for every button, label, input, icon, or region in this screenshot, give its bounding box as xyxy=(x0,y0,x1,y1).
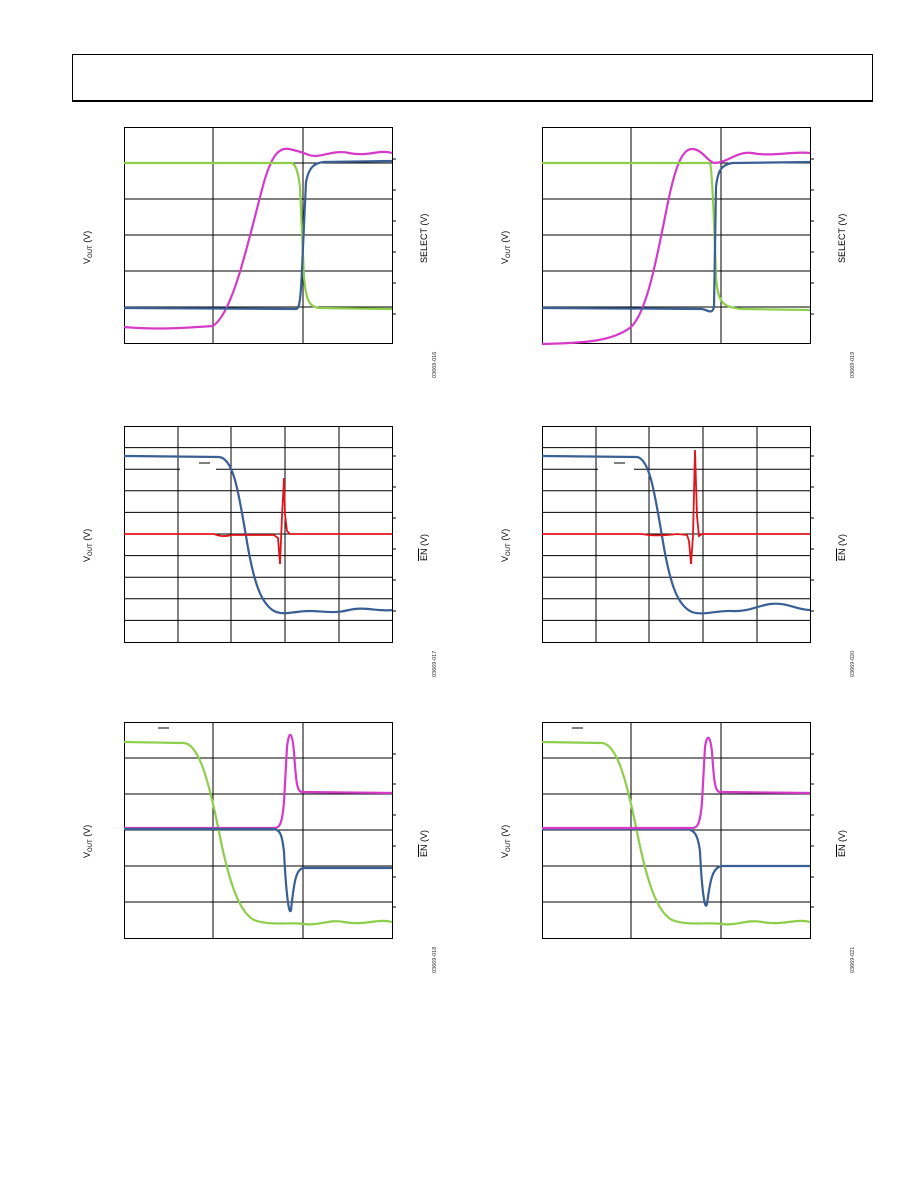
right-axis-ticks xyxy=(392,753,396,908)
scope-plot xyxy=(123,127,396,344)
trace-vout-blue xyxy=(124,827,392,913)
trace-vout-magenta xyxy=(541,147,811,346)
trace-select-green xyxy=(124,161,393,311)
trace-en-green xyxy=(123,740,393,926)
trace-vout-red xyxy=(542,449,810,565)
y-axis-label-en: EN (V) xyxy=(837,533,847,561)
legend-mask xyxy=(180,462,216,472)
right-axis-ticks xyxy=(392,455,396,612)
legend-mask xyxy=(598,462,634,472)
trace-vout-magenta xyxy=(123,147,393,330)
y-axis-label-select: SELECT (V) xyxy=(837,213,847,263)
plot-grid xyxy=(124,722,393,939)
trace-en-green xyxy=(541,740,811,926)
page-header-box xyxy=(72,54,873,102)
scope-plot xyxy=(541,127,814,346)
y-axis-label-vout: VOUT (V) xyxy=(500,230,512,264)
trace-en-blue xyxy=(123,454,393,615)
figure-enable-transition-1: VOUT (V) xyxy=(80,424,460,684)
y-axis-label-vout: VOUT (V) xyxy=(500,824,512,858)
legend-mask xyxy=(125,723,185,735)
figure-code: 03669-017 xyxy=(432,650,438,677)
legend-mask xyxy=(543,723,603,735)
figure-enable-transition-3: VOUT (V) EN (V) 03669-018 xyxy=(80,720,460,980)
scope-plot xyxy=(541,722,814,939)
figure-code: 03669-019 xyxy=(850,351,856,378)
scope-plot xyxy=(541,426,814,643)
right-axis-ticks xyxy=(810,753,814,908)
trace-vout-blue xyxy=(542,827,810,907)
trace-vout-magenta xyxy=(542,736,811,830)
y-axis-label-en: EN (V) xyxy=(837,829,847,857)
trace-vout-blue xyxy=(123,159,393,311)
figure-enable-transition-4: VOUT (V) EN (V) 03669-021 xyxy=(498,720,878,980)
trace-en-blue xyxy=(541,454,811,615)
y-axis-label-vout: VOUT (V) xyxy=(82,230,94,264)
figure-select-transition-1: VOUT (V) SELECT (V) 03669-016 xyxy=(80,125,460,385)
scope-plot xyxy=(123,722,396,939)
figure-select-transition-2: VOUT (V) SELECT (V) 03669-019 xyxy=(498,125,878,385)
trace-select-green xyxy=(542,161,811,312)
trace-vout-red xyxy=(124,477,392,565)
y-axis-label-vout: VOUT (V) xyxy=(82,528,94,562)
plot-grid xyxy=(542,426,811,643)
trace-vout-magenta xyxy=(124,733,393,830)
y-axis-label-vout: VOUT (V) xyxy=(500,528,512,562)
plot-grid xyxy=(542,722,811,939)
right-axis-ticks xyxy=(810,455,814,612)
scope-plot xyxy=(123,426,396,643)
figure-code: 03669-018 xyxy=(432,946,438,973)
right-axis-ticks xyxy=(392,158,396,315)
right-axis-ticks xyxy=(810,158,814,315)
plot-grid xyxy=(124,127,393,344)
y-axis-label-vout: VOUT (V) xyxy=(82,824,94,858)
figure-code: 03669-016 xyxy=(432,351,438,378)
trace-vout-blue xyxy=(541,160,811,313)
y-axis-label-en: EN (V) xyxy=(419,829,429,857)
figure-enable-transition-2: VOUT (V) xyxy=(498,424,878,684)
plot-grid xyxy=(542,127,811,344)
y-axis-label-en: EN (V) xyxy=(419,533,429,561)
figure-code: 03669-021 xyxy=(850,946,856,973)
figure-code: 03669-020 xyxy=(850,650,856,677)
y-axis-label-select: SELECT (V) xyxy=(419,213,429,263)
